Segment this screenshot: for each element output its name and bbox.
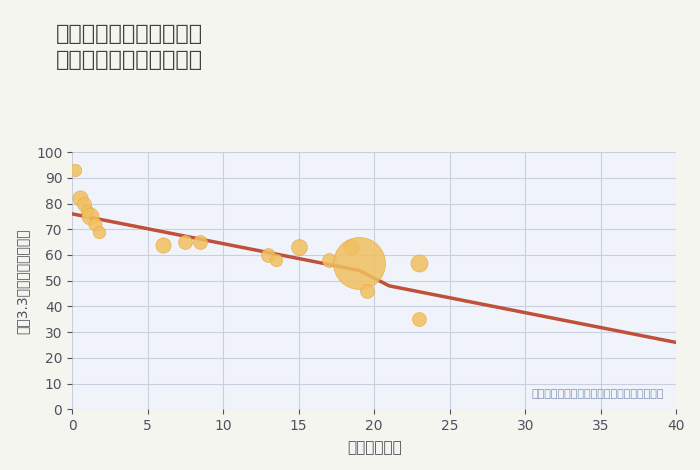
Point [195, 238, 206, 246]
Y-axis label: 坪（3.3㎡）単価（万円）: 坪（3.3㎡）単価（万円） [15, 228, 29, 334]
Point [94, 228, 105, 235]
Point [270, 256, 281, 264]
Point [354, 259, 365, 266]
Point [180, 238, 191, 246]
Point [157, 241, 168, 249]
Point [323, 256, 335, 264]
Point [74, 195, 85, 202]
Point [78, 200, 90, 207]
Point [85, 212, 96, 220]
Point [414, 315, 425, 323]
Point [361, 287, 372, 295]
Point [293, 243, 304, 251]
Text: 千葉県鎌ヶ谷市道野辺の
築年数別中古戸建て価格: 千葉県鎌ヶ谷市道野辺の 築年数別中古戸建て価格 [56, 24, 203, 70]
Point [89, 220, 100, 228]
Point [346, 243, 357, 251]
X-axis label: 築年数（年）: 築年数（年） [346, 440, 402, 455]
Point [262, 251, 274, 259]
Point [414, 259, 425, 266]
Text: 円の大きさは、取引のあった物件面積を示す: 円の大きさは、取引のあった物件面積を示す [532, 389, 664, 399]
Point [81, 207, 92, 215]
Point [69, 166, 80, 174]
